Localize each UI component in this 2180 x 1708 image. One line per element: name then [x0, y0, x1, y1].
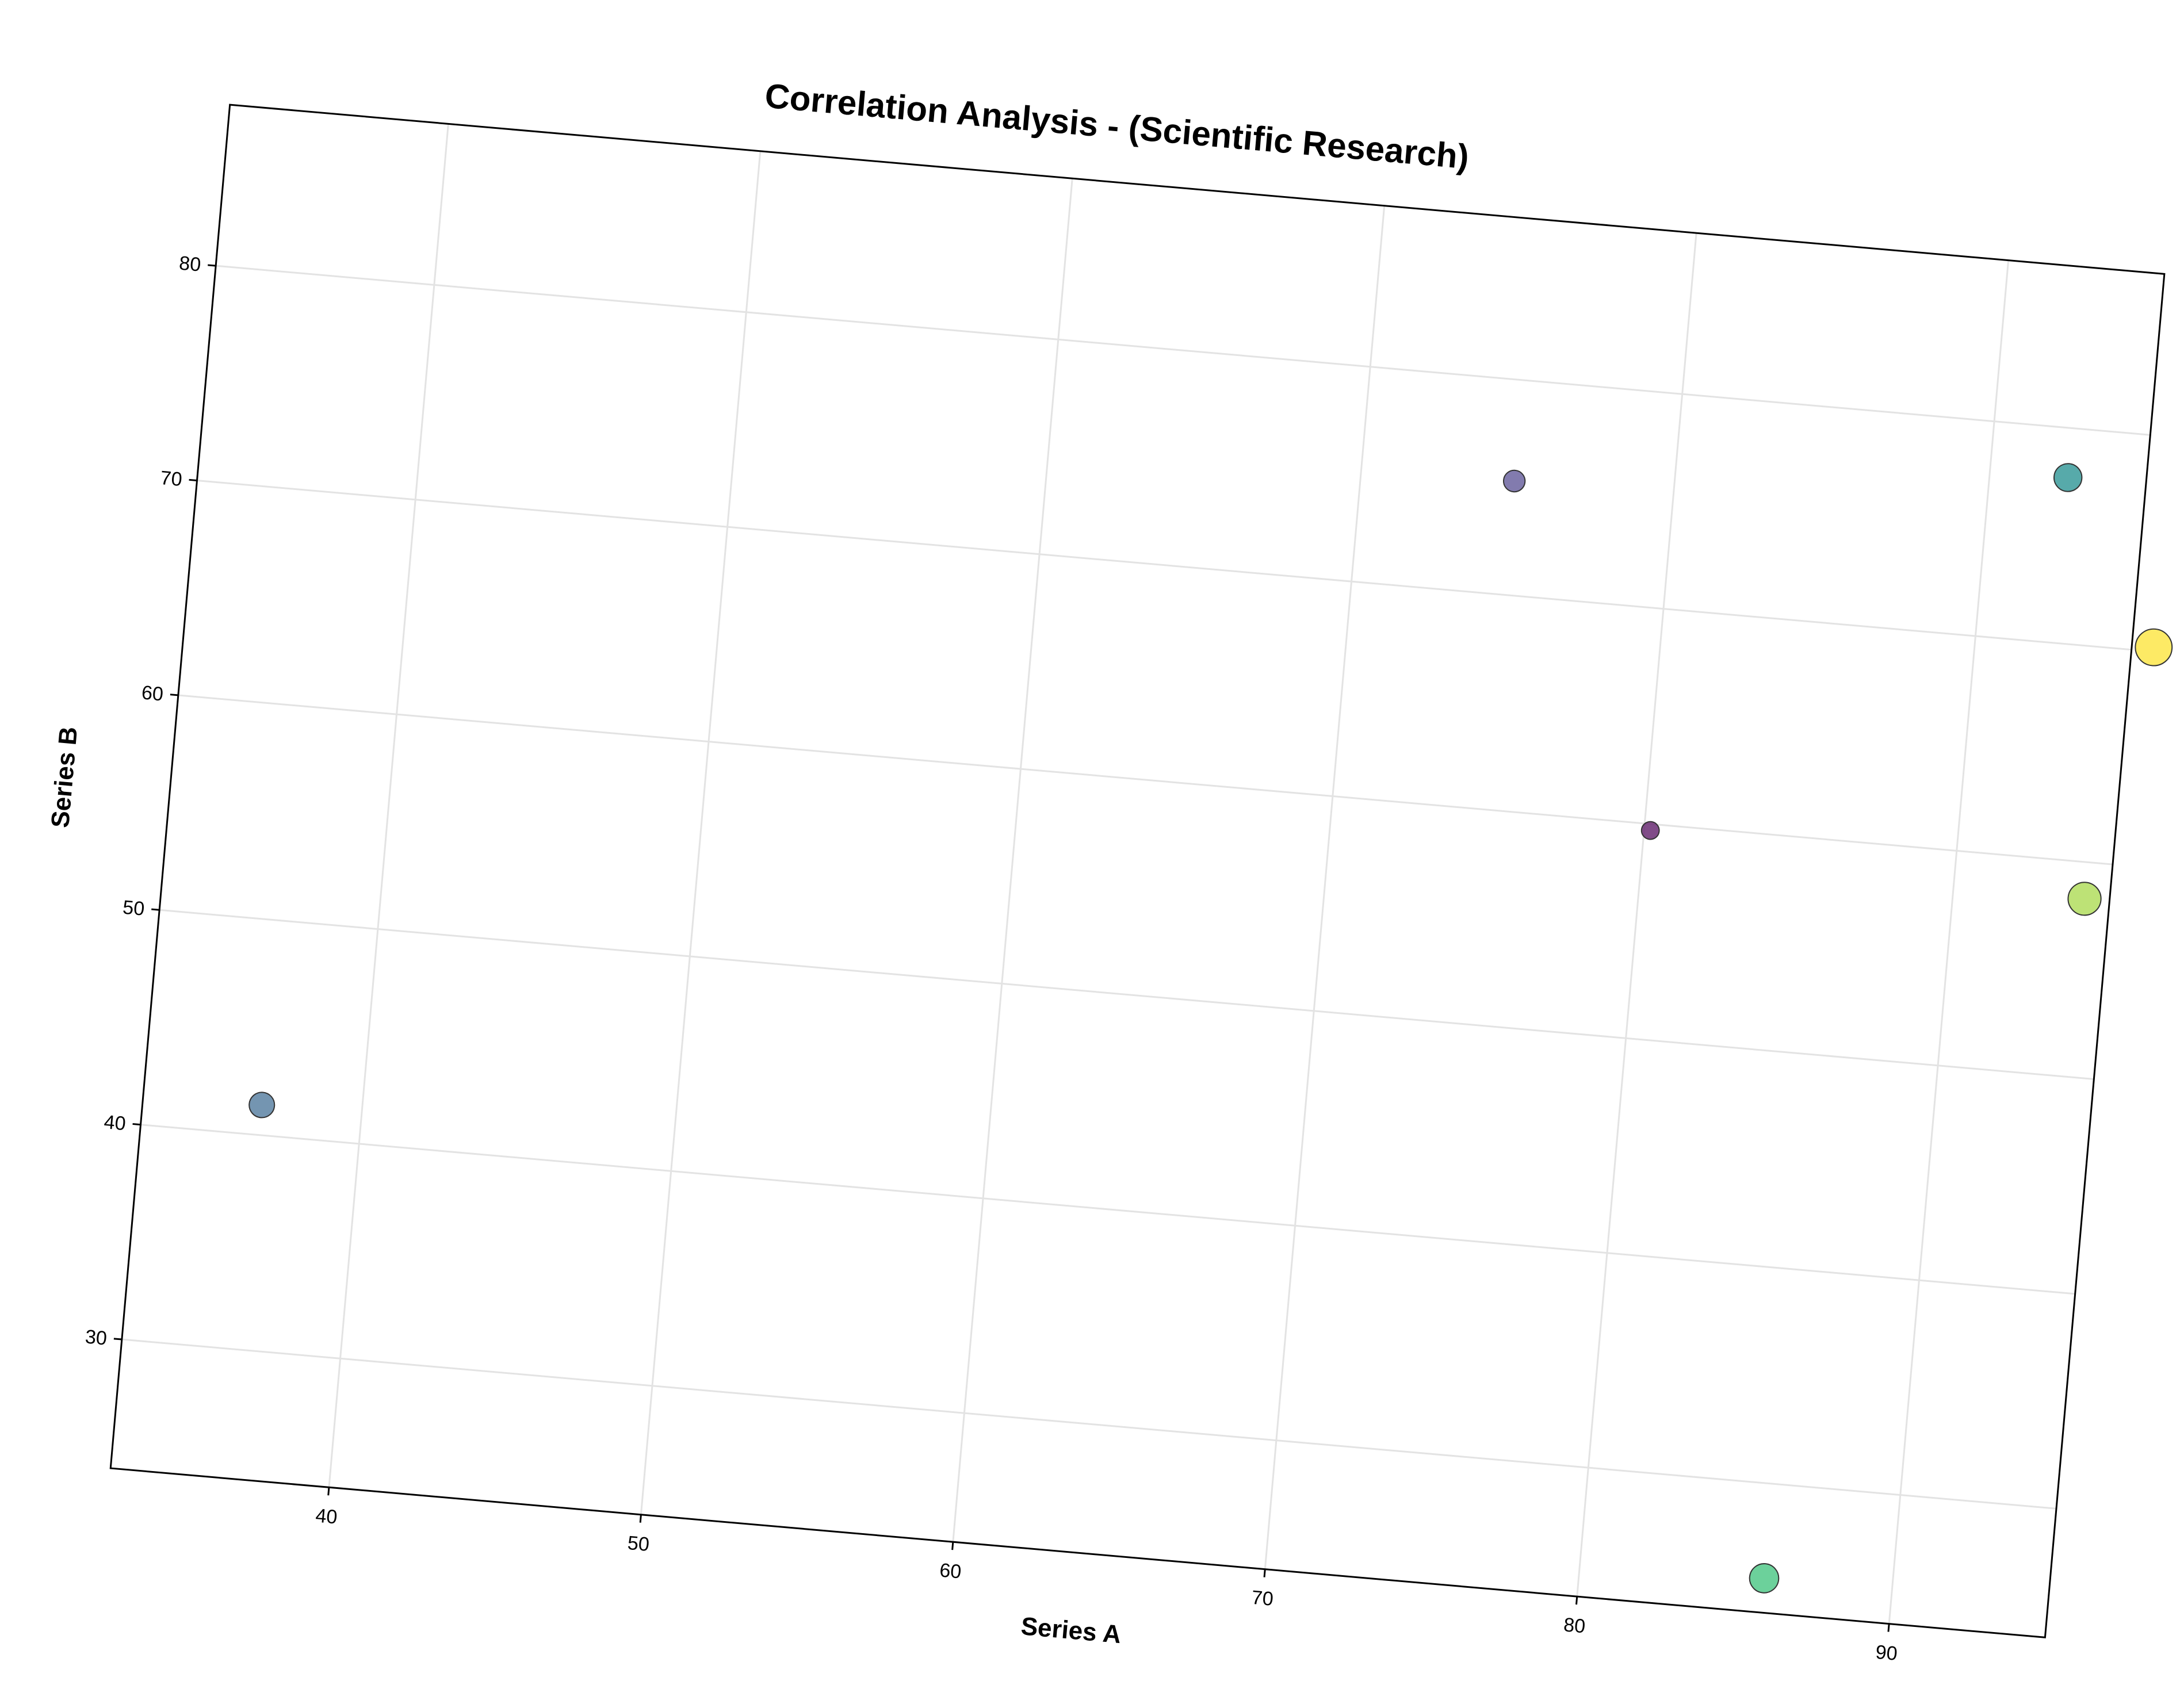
y-tick-mark	[151, 908, 160, 911]
axis-ticks: 40 50 60 70 80 90 30 40 50 60 70 80	[85, 252, 1899, 1665]
x-tick-label: 40	[315, 1505, 338, 1529]
y-grid-line	[121, 1338, 2057, 1510]
x-tick-label: 90	[1875, 1641, 1898, 1665]
x-tick-mark	[327, 1487, 330, 1496]
y-grid-line	[140, 1124, 2075, 1295]
y-grid-line	[197, 480, 2132, 651]
x-tick-label: 50	[626, 1532, 650, 1556]
x-grid-line	[952, 178, 1073, 1542]
y-tick-label: 50	[122, 897, 146, 920]
x-tick-label: 70	[1250, 1587, 1274, 1610]
plot-frame	[109, 104, 2166, 1638]
data-point	[2053, 463, 2083, 492]
x-tick-mark	[639, 1514, 642, 1523]
y-tick-label: 70	[159, 467, 183, 491]
y-tick-label: 30	[85, 1326, 108, 1350]
x-grid-line	[640, 151, 762, 1515]
x-grid-line	[1888, 260, 2010, 1624]
x-tick-label: 60	[939, 1559, 962, 1583]
y-grid-line	[159, 909, 2094, 1081]
y-tick-label: 40	[103, 1111, 127, 1135]
plot-area: 40 50 60 70 80 90 30 40 50 60 70 80 Series A Series…	[46, 104, 2173, 1665]
x-grid-line	[1576, 233, 1697, 1597]
data-point	[2135, 628, 2173, 667]
data-point	[2067, 882, 2102, 916]
data-point	[1749, 1563, 1780, 1594]
y-tick-label: 60	[141, 681, 165, 705]
x-tick-label: 80	[1563, 1614, 1586, 1637]
y-axis-label: Series B	[46, 726, 83, 829]
y-grid-line	[178, 694, 2113, 866]
grid-lines	[121, 124, 2151, 1624]
y-tick-mark	[208, 264, 216, 267]
y-grid-line	[216, 265, 2151, 436]
data-points	[248, 463, 2173, 1594]
x-axis-label: Series A	[1020, 1612, 1122, 1649]
data-point	[248, 1092, 276, 1119]
x-tick-mark	[1887, 1623, 1890, 1632]
x-grid-line	[1264, 205, 1386, 1569]
y-tick-label: 80	[178, 252, 202, 276]
x-grid-line	[328, 124, 449, 1488]
data-point	[1640, 821, 1660, 840]
x-tick-mark	[1263, 1569, 1266, 1577]
data-point	[1502, 469, 1526, 493]
